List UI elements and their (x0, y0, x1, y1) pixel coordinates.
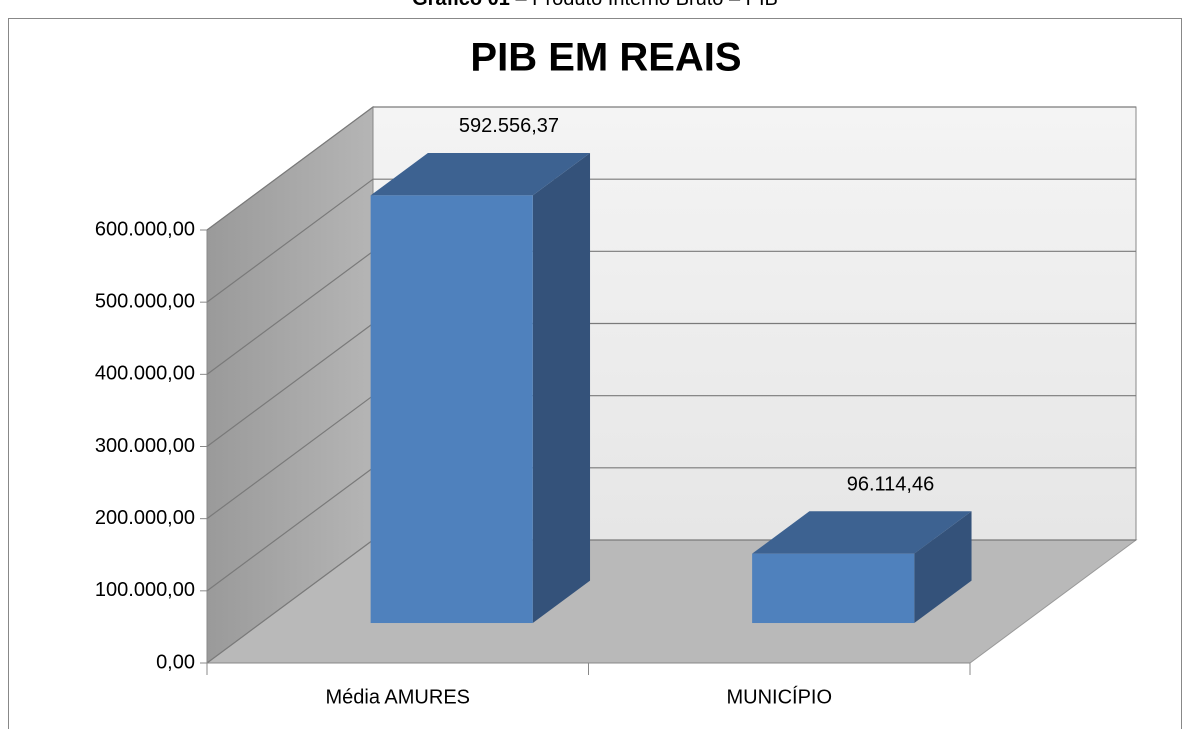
bar-top (370, 152, 591, 196)
caption-label: Gráfico 01 (412, 0, 510, 10)
bar (370, 195, 533, 624)
chart-border (8, 18, 1182, 734)
grid-line (206, 106, 1136, 231)
x-tick-label: Média AMURES (326, 686, 471, 708)
bar-side (914, 511, 972, 624)
y-tick-label: 400.000,00 (95, 363, 195, 385)
grid-line (206, 178, 1136, 303)
bar-top (752, 511, 972, 554)
y-tick-label: 500.000,00 (95, 290, 195, 312)
caption-text: – Produto Interno Bruto – PIB (510, 0, 778, 10)
y-tick-label: 300.000,00 (95, 435, 195, 457)
y-tick-label: 200.000,00 (95, 507, 195, 529)
bar (752, 553, 915, 624)
bar-side (532, 152, 591, 624)
y-tick-label: 0,00 (156, 651, 195, 673)
y-tick-label: 100.000,00 (95, 579, 195, 601)
value-label: 96.114,46 (847, 474, 935, 496)
y-tick-label: 600.000,00 (95, 218, 195, 240)
chart-title: PIB EM REAIS (470, 36, 741, 80)
x-tick-label: MUNICÍPIO (726, 685, 832, 708)
caption: Gráfico 01 – Produto Interno Bruto – PIB (412, 0, 778, 10)
value-label: 592.556,37 (459, 115, 559, 137)
